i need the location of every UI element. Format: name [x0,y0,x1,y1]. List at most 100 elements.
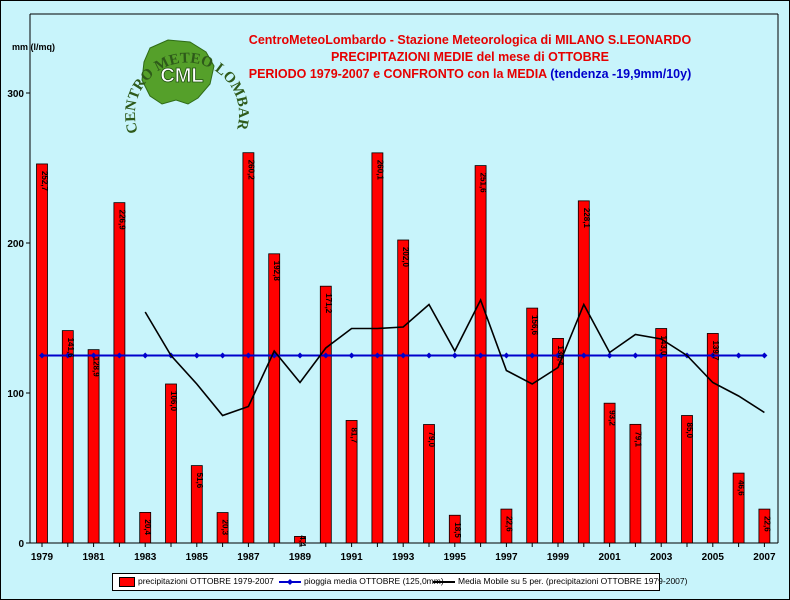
x-tick-label: 1981 [82,552,105,563]
legend-moving-avg-swatch [433,580,455,583]
bar [294,536,306,544]
x-tick-label: 1999 [547,552,570,563]
logo-region-shape [141,39,215,105]
x-tick-label: 2001 [598,552,621,563]
x-tick-label: 1995 [444,552,467,563]
bar [113,202,126,544]
x-tick-label: 1993 [392,552,415,563]
bar [629,423,642,544]
bar-value-label: 252,7 [40,171,49,192]
mean-marker [39,352,45,359]
bar [190,465,203,544]
mean-marker [322,352,329,359]
bar [552,337,564,544]
mean-marker [400,352,407,359]
mean-marker [348,352,355,359]
mean-marker [709,352,716,359]
bar [706,333,719,544]
bar [319,285,332,544]
legend-label-bars: precipitazioni OTTOBRE 1979-2007 [138,576,274,586]
x-tick-label: 1997 [495,552,518,563]
bar-value-label: 260,2 [246,160,255,181]
bar-value-label: 171,2 [324,293,333,314]
x-tick-label: 1983 [134,552,157,563]
mean-marker [735,352,742,359]
x-tick-label: 2003 [650,552,673,563]
bar-value-label: 139,7 [711,340,720,361]
bar [165,383,177,544]
bar-value-label: 226,9 [117,210,126,231]
bar [448,514,461,544]
x-tick-label: 1987 [237,552,260,563]
bar-value-label: 136,4 [556,345,565,366]
bar-value-label: 22,6 [762,516,771,532]
bar-value-label: 128,9 [92,357,101,378]
mean-marker [245,352,252,359]
chart-title-line1: CentroMeteoLombardo - Stazione Meteorolo… [248,33,692,47]
moving-average-line [144,297,765,417]
y-tick-label: 200 [7,239,24,250]
x-tick-label: 1991 [340,552,363,563]
bar-value-label: 106,0 [169,391,178,412]
y-tick-label: 300 [7,89,24,100]
legend-item-bars: precipitazioni OTTOBRE 1979-2007 [119,576,274,587]
plot-area: 0 100 200 300 1979 1981 1983 1985 1987 1989 1991 19… [7,13,779,563]
bar-value-label: 141,6 [66,338,75,359]
bar-value-label: 202,0 [401,247,410,268]
bar-value-label: 251,6 [479,173,488,194]
mean-marker [529,352,536,359]
x-tick-label: 1979 [31,552,54,563]
bar [61,330,74,544]
bar-value-label: 46,6 [737,480,746,496]
bar-value-label: 51,6 [195,473,204,489]
mean-marker [580,352,587,359]
bar-value-label: 18,5 [453,522,462,538]
mean-marker [142,352,149,359]
bar [371,152,384,544]
y-tick-label: 0 [18,539,24,550]
bar [500,508,513,544]
mean-marker [761,352,768,359]
bar-value-label: 4,4 [298,535,307,547]
x-tick-label: 2007 [753,552,776,563]
bar [87,349,100,544]
bar [655,328,668,544]
legend: precipitazioni OTTOBRE 1979-2007 pioggia… [112,573,687,591]
bar [397,239,410,544]
bar [577,200,590,544]
legend-label-moving-avg: Media Mobile su 5 per. (precipitazioni O… [458,576,688,586]
legend-label-mean: pioggia media OTTOBRE (125,0mm) [304,576,444,586]
legend-item-mean: pioggia media OTTOBRE (125,0mm) [279,576,444,586]
legend-mean-swatch [279,578,301,585]
mean-marker [64,352,71,359]
mean-marker [374,352,381,359]
mean-marker [426,352,432,359]
mean-marker [219,352,226,359]
bar [216,512,229,544]
bar-value-label: 85,0 [685,423,694,439]
mean-marker [193,352,200,359]
bar-value-label: 192,8 [272,261,281,282]
bar [603,402,616,544]
mean-marker [606,352,613,359]
mean-marker [658,352,665,359]
logo-center-text: CML [160,65,203,87]
mean-marker [116,352,123,359]
chart-title-line2: PRECIPITAZIONI MEDIE del mese di OTTOBRE [330,50,610,64]
bar [758,508,771,544]
bar-value-label: 81,7 [350,427,359,443]
bar [345,420,358,544]
bar-value-label: 93,2 [608,410,617,426]
mean-marker [451,352,458,359]
y-tick-label: 100 [7,389,24,400]
mean-marker [555,352,561,359]
bar-value-label: 79,0 [427,432,436,448]
x-tick-label: 2005 [702,552,725,563]
bar [423,424,435,544]
bar-value-label: 20,4 [143,519,152,535]
y-axis-label: mm (l/mq) [12,42,55,52]
chart-title-line3: PERIODO 1979-2007 e CONFRONTO con la MED… [200,67,740,81]
legend-item-moving-avg: Media Mobile su 5 per. (precipitazioni O… [433,576,687,586]
mean-marker [477,352,484,359]
